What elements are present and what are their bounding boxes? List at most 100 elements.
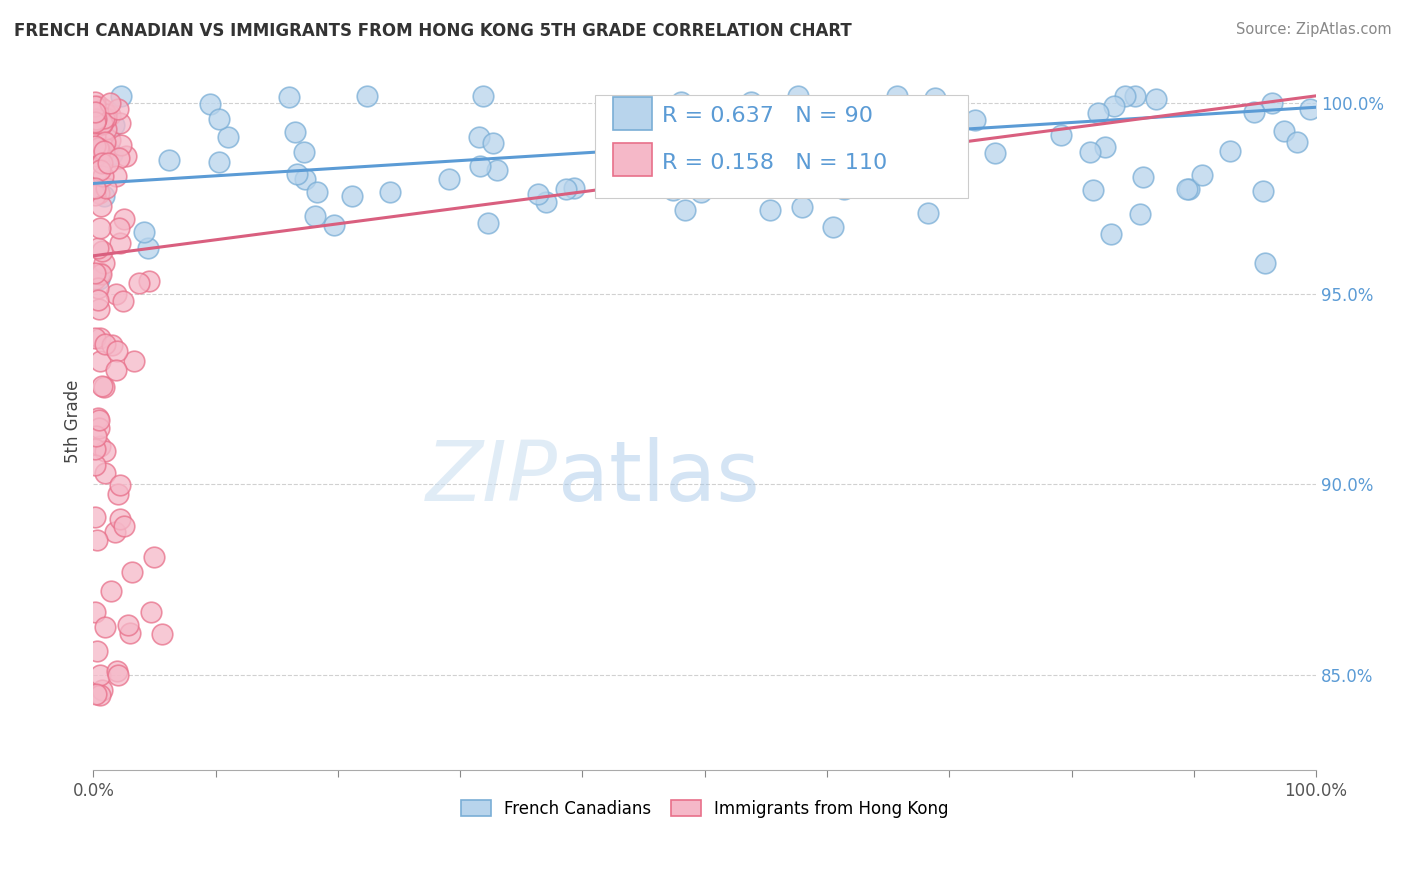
Point xyxy=(101,338,124,352)
Point xyxy=(1253,184,1275,198)
Point xyxy=(89,668,111,682)
Point xyxy=(84,106,107,120)
Bar xyxy=(613,96,652,130)
Point xyxy=(93,256,115,270)
Point xyxy=(101,147,124,161)
Point xyxy=(472,88,495,103)
Point xyxy=(108,220,131,235)
Point xyxy=(470,159,492,173)
Bar xyxy=(613,143,652,176)
Point xyxy=(114,149,136,163)
Text: R = 0.158   N = 110: R = 0.158 N = 110 xyxy=(662,153,887,173)
Point xyxy=(89,689,111,703)
Point xyxy=(706,154,728,169)
Point xyxy=(1114,88,1136,103)
Point xyxy=(340,189,363,203)
Point xyxy=(305,185,328,199)
Point xyxy=(322,218,344,232)
Legend: French Canadians, Immigrants from Hong Kong: French Canadians, Immigrants from Hong K… xyxy=(454,793,956,824)
Point xyxy=(865,163,887,178)
Point xyxy=(83,605,105,619)
Point xyxy=(880,163,903,178)
Point xyxy=(294,171,316,186)
Point xyxy=(103,118,125,132)
Point xyxy=(93,111,115,125)
Point xyxy=(1099,227,1122,241)
Point xyxy=(89,439,111,453)
Point xyxy=(111,294,134,309)
Point xyxy=(94,336,117,351)
Point xyxy=(631,173,654,187)
Point xyxy=(94,106,117,120)
Point xyxy=(83,120,105,134)
Point xyxy=(93,380,115,394)
Point xyxy=(108,512,131,526)
Point xyxy=(1299,102,1322,116)
Point xyxy=(562,181,585,195)
Y-axis label: 5th Grade: 5th Grade xyxy=(65,380,82,463)
Point xyxy=(669,95,692,110)
Point xyxy=(89,163,111,178)
Point xyxy=(104,524,127,539)
Point xyxy=(83,187,105,202)
Point xyxy=(89,413,111,427)
Point xyxy=(105,344,128,359)
Point xyxy=(965,112,987,127)
Point xyxy=(84,687,107,701)
Point xyxy=(477,216,499,230)
Point xyxy=(292,145,315,160)
Point xyxy=(118,626,141,640)
Point xyxy=(934,158,956,172)
Point xyxy=(83,115,105,129)
Point xyxy=(84,442,107,457)
Point xyxy=(1087,106,1109,120)
Point xyxy=(482,136,505,150)
Point xyxy=(756,129,779,144)
Point xyxy=(1102,99,1125,113)
Point xyxy=(198,97,221,112)
Point xyxy=(98,108,121,122)
Point xyxy=(98,95,121,110)
Point xyxy=(720,180,742,194)
Point xyxy=(759,202,782,217)
Point xyxy=(277,90,299,104)
Point xyxy=(711,169,734,184)
Point xyxy=(157,153,180,167)
Point xyxy=(83,266,105,280)
Point xyxy=(86,280,108,294)
Point xyxy=(83,510,105,524)
Point xyxy=(86,145,108,160)
Point xyxy=(1094,139,1116,153)
Point xyxy=(1081,183,1104,197)
Point xyxy=(1243,105,1265,120)
Point xyxy=(87,98,110,112)
Point xyxy=(740,95,762,110)
Point xyxy=(89,266,111,280)
Point xyxy=(94,136,117,150)
Point xyxy=(96,110,118,124)
Point xyxy=(356,88,378,103)
Point xyxy=(823,219,845,234)
Point xyxy=(86,644,108,658)
Point xyxy=(100,583,122,598)
Point xyxy=(1078,145,1101,159)
Point xyxy=(924,91,946,105)
Point xyxy=(555,182,578,196)
Point xyxy=(90,199,112,213)
Point xyxy=(1123,88,1146,103)
Point xyxy=(90,117,112,131)
Point xyxy=(90,244,112,258)
Point xyxy=(108,152,131,166)
Point xyxy=(83,105,105,120)
Point xyxy=(84,149,107,163)
Point xyxy=(84,99,107,113)
Point xyxy=(84,112,107,126)
Point xyxy=(84,113,107,128)
Point xyxy=(89,141,111,155)
Point xyxy=(97,155,120,169)
Point xyxy=(790,200,813,214)
Point xyxy=(752,105,775,120)
Point xyxy=(83,125,105,139)
Point xyxy=(89,112,111,126)
Point xyxy=(121,565,143,579)
